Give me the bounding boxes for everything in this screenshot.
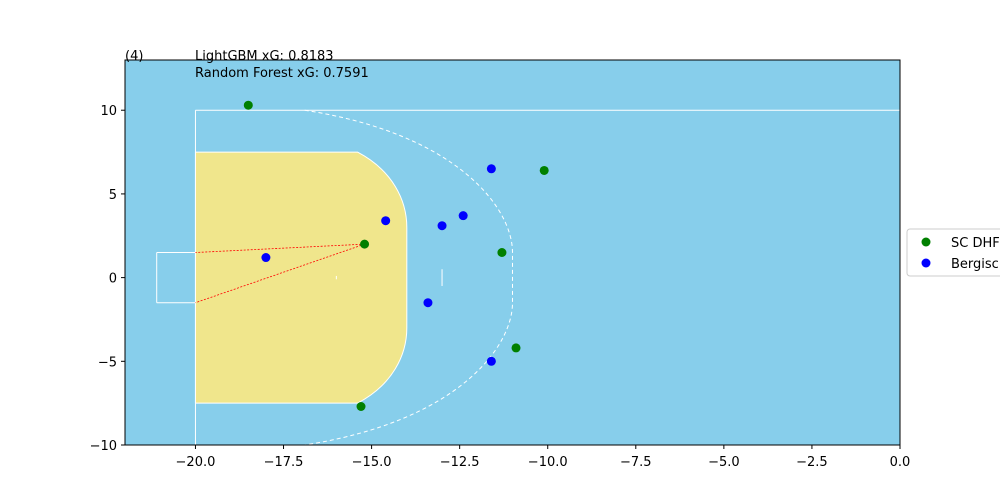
point-sc-dhf-2	[539, 165, 549, 175]
shot-index-label: (4)	[125, 49, 143, 64]
x-tick-label: 0.0	[890, 455, 911, 470]
x-axis: −20.0 −17.5 −15.0 −12.5 −10.0 −7.5 −5.0 −2.5 0.0	[176, 445, 911, 470]
point-sc-dhf-1	[243, 100, 253, 110]
y-tick-label: 10	[100, 104, 117, 119]
random-forest-xg-label: Random Forest xG: 0.7591	[195, 66, 369, 81]
point-bergisc-3	[458, 211, 468, 221]
x-tick-label: −10.0	[528, 455, 568, 470]
x-tick-label: −12.5	[440, 455, 480, 470]
lightgbm-xg-label: LightGBM xG: 0.8183	[195, 49, 334, 64]
shot-angle-line-2	[195, 243, 365, 304]
point-bergisc-4	[437, 221, 447, 231]
legend-label: SC DHF	[951, 236, 1000, 251]
point-bergisc-2	[381, 216, 391, 226]
x-tick-label: −20.0	[176, 455, 216, 470]
point-bergisc-6	[423, 298, 433, 308]
x-tick-label: −5.0	[708, 455, 740, 470]
data-points	[243, 100, 549, 411]
x-tick-label: −15.0	[352, 455, 392, 470]
legend-label: Bergisc	[951, 257, 999, 272]
legend-marker	[921, 237, 931, 247]
point-bergisc-7	[486, 356, 496, 366]
y-tick-label: 0	[109, 272, 117, 287]
point-sc-dhf-6	[356, 402, 366, 411]
y-axis: −10 −5 0 5 10	[90, 104, 125, 454]
point-bergisc-5	[261, 253, 271, 263]
free-throw-line	[304, 109, 513, 446]
x-tick-label: −17.5	[264, 455, 304, 470]
shot-angle-line-1	[195, 243, 365, 253]
point-bergisc-1	[486, 164, 496, 174]
x-tick-label: −2.5	[796, 455, 828, 470]
point-sc-dhf-4	[497, 248, 507, 257]
legend: SC DHF Bergisc	[906, 228, 1000, 277]
y-tick-label: 5	[109, 188, 117, 203]
point-sc-dhf-5	[511, 343, 521, 353]
y-tick-label: −10	[90, 439, 117, 454]
court-lines	[156, 109, 900, 445]
legend-marker	[921, 258, 931, 268]
x-tick-label: −7.5	[620, 455, 652, 470]
goal-area-zone	[194, 151, 408, 404]
shot-angle-lines	[195, 243, 365, 304]
y-tick-label: −5	[98, 355, 117, 370]
axes-frame	[124, 59, 901, 446]
point-sc-dhf-3	[360, 239, 370, 249]
